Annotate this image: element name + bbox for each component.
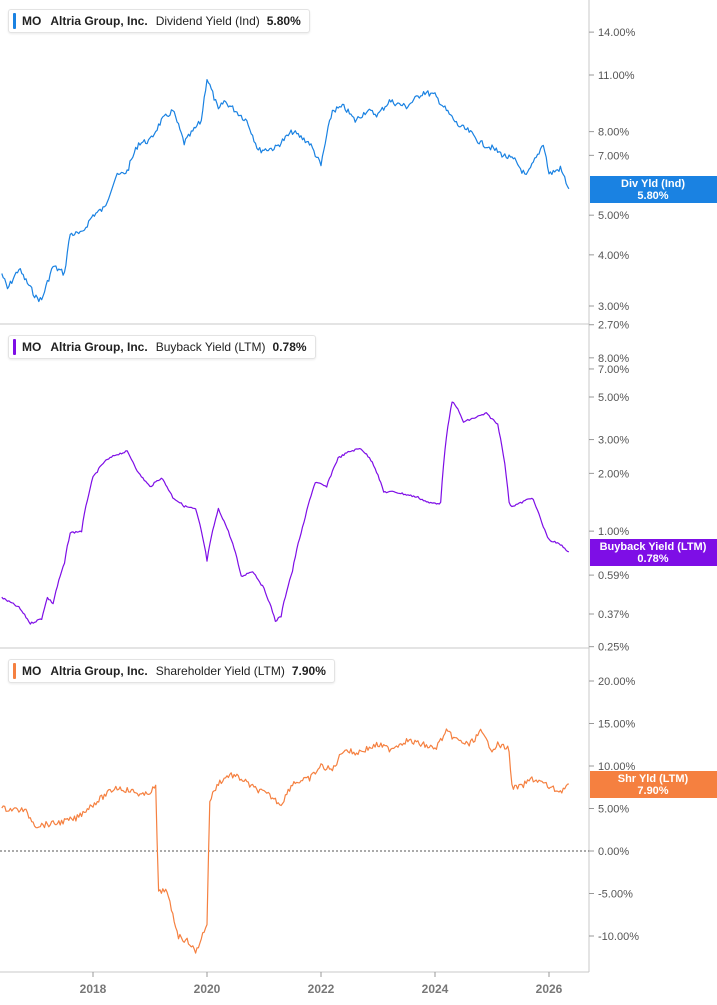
y-tick-label: 11.00% xyxy=(598,70,635,82)
y-tick-label: 7.00% xyxy=(598,150,629,162)
legend-buyback-yield: MO Altria Group, Inc. Buyback Yield (LTM… xyxy=(8,335,316,359)
value-tag-value: 0.78% xyxy=(637,553,668,565)
y-tick-label: 5.00% xyxy=(598,210,629,222)
x-tick-label: 2020 xyxy=(194,982,221,996)
series-color-swatch xyxy=(13,339,16,355)
value-tag xyxy=(590,539,717,566)
y-tick-label: 4.00% xyxy=(598,250,629,262)
y-tick-label: 8.00% xyxy=(598,353,629,365)
x-tick-label: 2026 xyxy=(536,982,563,996)
legend-company: Altria Group, Inc. xyxy=(50,14,148,28)
y-tick-label: 1.00% xyxy=(598,526,629,538)
legend-ticker: MO xyxy=(22,14,42,28)
series-color-swatch xyxy=(13,13,16,29)
y-tick-label: 0.00% xyxy=(598,846,629,858)
y-tick-label: -5.00% xyxy=(598,889,633,901)
value-tag-value: 7.90% xyxy=(637,785,668,797)
x-tick-label: 2018 xyxy=(80,982,107,996)
legend-value: 5.80% xyxy=(266,14,301,28)
y-tick-label: 2.70% xyxy=(598,320,629,332)
y-tick-label: 3.00% xyxy=(598,435,629,447)
series-line-1 xyxy=(1,401,570,625)
y-tick-label: 0.59% xyxy=(598,570,629,582)
legend-dividend-yield: MO Altria Group, Inc. Dividend Yield (In… xyxy=(8,9,310,33)
y-tick-label: 5.00% xyxy=(598,804,629,816)
legend-metric: Shareholder Yield (LTM) xyxy=(155,664,285,678)
value-tag-name: Buyback Yield (LTM) xyxy=(600,541,707,553)
legend-ticker: MO xyxy=(22,664,42,678)
y-tick-label: 0.37% xyxy=(598,609,629,621)
value-tag-name: Shr Yld (LTM) xyxy=(618,773,689,785)
legend-company: Altria Group, Inc. xyxy=(50,340,148,354)
y-tick-label: 3.00% xyxy=(598,301,629,313)
value-tag xyxy=(590,176,717,203)
series-line-0 xyxy=(1,79,570,303)
legend-company: Altria Group, Inc. xyxy=(50,664,148,678)
legend-value: 7.90% xyxy=(291,664,326,678)
legend-value: 0.78% xyxy=(272,340,307,354)
y-tick-label: -10.00% xyxy=(598,931,639,943)
series-line-2 xyxy=(1,728,570,954)
y-tick-label: 15.00% xyxy=(598,719,636,731)
y-tick-label: 0.25% xyxy=(598,642,629,654)
value-tag-name: Div Yld (Ind) xyxy=(621,178,685,190)
y-tick-label: 5.00% xyxy=(598,392,629,404)
y-tick-label: 7.00% xyxy=(598,364,629,376)
y-tick-label: 10.00% xyxy=(598,761,636,773)
legend-shareholder-yield: MO Altria Group, Inc. Shareholder Yield … xyxy=(8,659,335,683)
y-tick-label: 8.00% xyxy=(598,127,629,139)
x-tick-label: 2024 xyxy=(422,982,449,996)
legend-metric: Dividend Yield (Ind) xyxy=(155,14,260,28)
value-tag xyxy=(590,771,717,798)
y-tick-label: 14.00% xyxy=(598,27,636,39)
value-tag-value: 5.80% xyxy=(637,190,668,202)
series-color-swatch xyxy=(13,663,16,679)
y-tick-label: 20.00% xyxy=(598,676,636,688)
x-tick-label: 2022 xyxy=(308,982,335,996)
y-tick-label: 2.00% xyxy=(598,468,629,480)
legend-ticker: MO xyxy=(22,340,42,354)
legend-metric: Buyback Yield (LTM) xyxy=(155,340,266,354)
